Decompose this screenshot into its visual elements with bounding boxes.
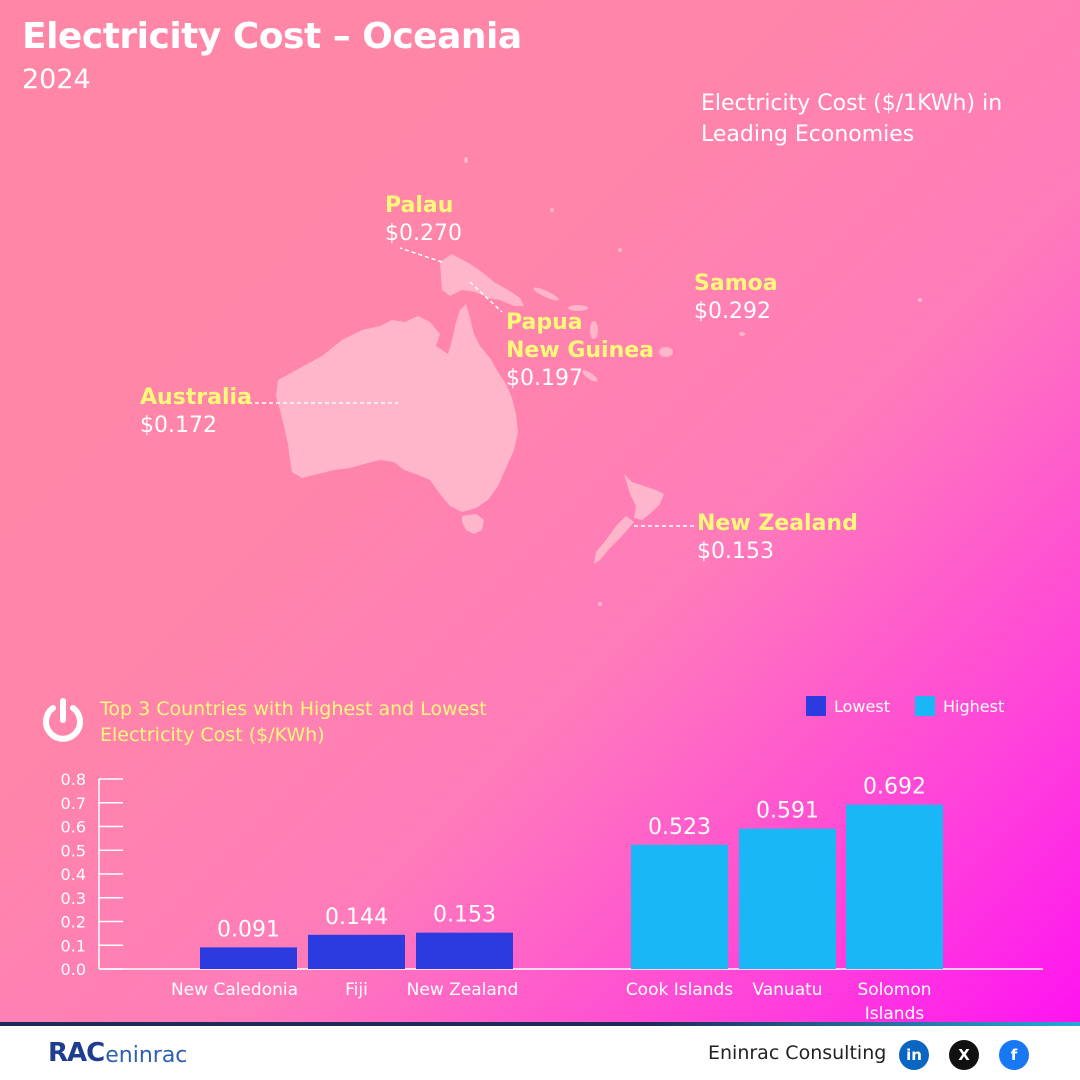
map-label-name: Samoa: [694, 271, 778, 296]
map-label-cost: $0.197: [506, 366, 583, 391]
bar: [631, 844, 728, 969]
bar-value-label: 0.591: [756, 799, 819, 824]
legend-item-highest: Highest: [915, 696, 1004, 716]
map-label-name: Australia: [140, 385, 252, 410]
x-tick-label: Solomon: [857, 980, 931, 1000]
map-label-papua-new-guinea: Papua New Guinea $0.197: [506, 309, 654, 393]
x-tick-label: Islands: [865, 1004, 925, 1022]
australia-landmass: [276, 304, 518, 512]
facebook-icon[interactable]: f: [999, 1040, 1029, 1070]
bar: [739, 828, 836, 969]
footer: RAC eninrac Eninrac Consulting in X f: [0, 1022, 1080, 1080]
y-tick-label: 0.0: [61, 960, 86, 979]
page-year: 2024: [22, 64, 91, 95]
map-label-new-zealand: New Zealand $0.153: [697, 510, 858, 566]
footer-accent-bar: [0, 1022, 1080, 1026]
y-tick-label: 0.5: [61, 841, 86, 860]
map-label-cost: $0.153: [697, 539, 774, 564]
png-leader-line: [469, 281, 503, 313]
y-tick-label: 0.1: [61, 936, 86, 955]
legend-swatch-highest: [915, 696, 935, 716]
y-tick-label: 0.4: [61, 865, 86, 884]
map-label-australia: Australia $0.172: [140, 384, 252, 440]
bar-chart: 0.0 0.1 0.2 0.3 0.4 0.5 0.6 0.7 0.8 0.091 New Cale…: [61, 770, 943, 1022]
legend-label: Lowest: [834, 696, 890, 716]
logo-mark: RAC: [48, 1038, 105, 1068]
new-guinea-landmass: [440, 254, 524, 306]
linkedin-icon[interactable]: in: [899, 1040, 929, 1070]
bar-value-label: 0.523: [648, 815, 711, 840]
y-tick-label: 0.2: [61, 913, 86, 932]
legend-swatch-lowest: [806, 696, 826, 716]
company-name: Eninrac Consulting: [708, 1042, 887, 1064]
page-title: Electricity Cost – Oceania: [22, 16, 522, 57]
nz-north-landmass: [624, 474, 664, 520]
map-label-cost: $0.292: [694, 299, 771, 324]
infographic-canvas: Electricity Cost – Oceania 2024 Electric…: [0, 0, 1080, 1022]
map-label-samoa: Samoa $0.292: [694, 270, 778, 326]
x-icon[interactable]: X: [949, 1040, 979, 1070]
map-subtitle: Electricity Cost ($/1KWh) in Leading Eco…: [701, 91, 1003, 147]
legend-item-lowest: Lowest: [806, 696, 890, 716]
bar: [308, 934, 405, 969]
y-tick-label: 0.3: [61, 889, 86, 908]
bar: [416, 932, 513, 969]
palau-leader-line: [399, 247, 443, 263]
oceania-map: [276, 157, 922, 606]
y-tick-label: 0.8: [61, 770, 86, 789]
bar-value-label: 0.144: [325, 905, 388, 930]
bar-value-label: 0.091: [217, 917, 280, 942]
bar: [200, 947, 297, 969]
x-tick-label: Vanuatu: [752, 980, 822, 1000]
x-tick-label: New Zealand: [407, 980, 519, 1000]
chart-subtitle: Top 3 Countries with Highest and Lowest …: [100, 698, 487, 746]
map-label-name: New Zealand: [697, 511, 858, 536]
map-label-name: Papua: [506, 310, 583, 335]
tasmania-landmass: [462, 514, 484, 534]
map-label-palau: Palau $0.270: [385, 192, 462, 248]
logo-text: eninrac: [105, 1043, 188, 1068]
y-tick-label: 0.6: [61, 818, 86, 837]
bar-value-label: 0.153: [433, 903, 496, 928]
bar: [846, 804, 943, 969]
map-label-name: Palau: [385, 193, 454, 218]
y-tick-label: 0.7: [61, 794, 86, 813]
nz-south-landmass: [594, 516, 634, 564]
x-tick-label: Cook Islands: [626, 980, 733, 1000]
bar-value-label: 0.692: [863, 775, 926, 800]
x-tick-label: Fiji: [345, 980, 368, 1000]
map-label-cost: $0.270: [385, 221, 462, 246]
x-tick-label: New Caledonia: [171, 980, 298, 1000]
power-icon: [43, 698, 83, 742]
map-label-name: New Guinea: [506, 338, 655, 363]
map-label-cost: $0.172: [140, 413, 217, 438]
eninrac-logo: RAC eninrac: [48, 1038, 187, 1068]
legend-label: Highest: [943, 696, 1005, 716]
